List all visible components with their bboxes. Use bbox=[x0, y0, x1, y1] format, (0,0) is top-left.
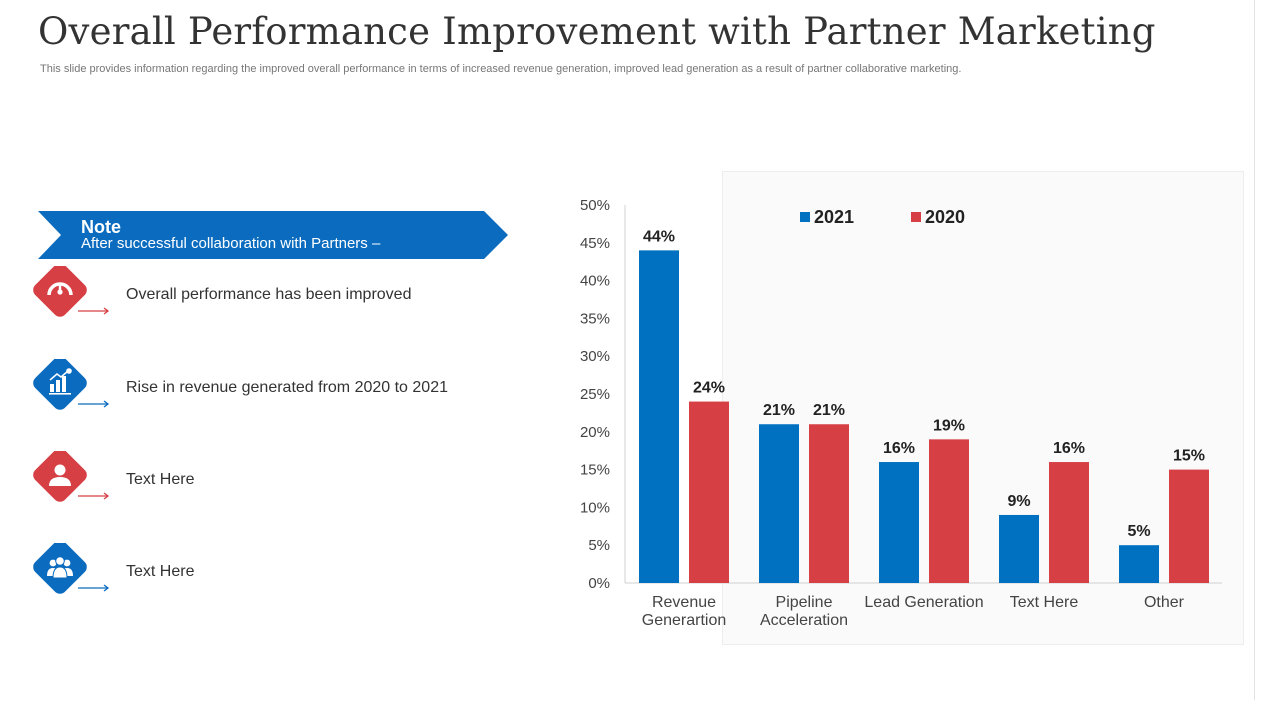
legend: 2021 2020 bbox=[800, 207, 965, 227]
note-title: Note bbox=[81, 217, 121, 237]
y-tick-label: 10% bbox=[580, 499, 610, 516]
feature-text: Overall performance has been improved bbox=[126, 286, 412, 303]
feature-item-performance: Overall performance has been improved bbox=[32, 266, 512, 326]
value-label: 5% bbox=[1127, 523, 1150, 540]
bar-2020-4 bbox=[1169, 469, 1209, 583]
x-axis-labels: Revenue Generartion Pipeline Acceleration Le… bbox=[642, 594, 1185, 629]
value-labels: 44% 21% 16% 9% 5% 24% 21% 19% 16% 15% bbox=[643, 228, 1205, 540]
feature-text: Text Here bbox=[126, 471, 195, 488]
x-tick-label: Other bbox=[1144, 594, 1185, 611]
slide-edge-divider bbox=[1254, 0, 1255, 700]
bar-2021-2 bbox=[879, 462, 919, 583]
bar-2021-0 bbox=[639, 250, 679, 584]
value-label: 44% bbox=[643, 228, 675, 245]
feature-item-text-1: Text Here bbox=[32, 451, 512, 511]
y-tick-label: 5% bbox=[588, 537, 610, 554]
note-text: After successful collaboration with Part… bbox=[81, 235, 381, 252]
value-label: 21% bbox=[763, 402, 795, 419]
feature-item-text-2: Text Here bbox=[32, 543, 512, 603]
speedometer-icon bbox=[33, 266, 110, 317]
value-label: 24% bbox=[693, 380, 725, 397]
legend-label-2020: 2020 bbox=[925, 207, 965, 227]
slide-subtitle: This slide provides information regardin… bbox=[40, 63, 962, 75]
legend-label-2021: 2021 bbox=[814, 207, 854, 227]
x-tick-label: Lead Generation bbox=[864, 594, 983, 611]
feature-text: Rise in revenue generated from 2020 to 2… bbox=[126, 379, 448, 396]
y-tick-label: 15% bbox=[580, 462, 610, 479]
bars bbox=[639, 250, 1209, 584]
value-label: 9% bbox=[1007, 493, 1030, 510]
note-banner: Note After successful collaboration with… bbox=[38, 211, 508, 259]
y-tick-label: 40% bbox=[580, 273, 610, 290]
bar-2020-2 bbox=[929, 439, 969, 583]
y-tick-label: 0% bbox=[588, 575, 610, 592]
y-tick-label: 50% bbox=[580, 197, 610, 214]
bar-2020-1 bbox=[809, 424, 849, 583]
user-icon bbox=[33, 451, 110, 502]
bar-2021-3 bbox=[999, 514, 1039, 583]
value-label: 15% bbox=[1173, 448, 1205, 465]
legend-swatch-2021 bbox=[800, 212, 810, 222]
team-icon bbox=[33, 543, 110, 594]
growth-chart-icon bbox=[33, 359, 110, 410]
value-label: 19% bbox=[933, 417, 965, 434]
note-banner-shape bbox=[38, 211, 508, 259]
y-tick-label: 35% bbox=[580, 310, 610, 327]
y-tick-label: 20% bbox=[580, 424, 610, 441]
legend-swatch-2020 bbox=[911, 212, 921, 222]
bar-2021-4 bbox=[1119, 545, 1159, 583]
feature-text: Text Here bbox=[126, 563, 195, 580]
bar-2021-1 bbox=[759, 424, 799, 583]
x-tick-label: Revenue Generartion bbox=[642, 594, 727, 629]
y-tick-label: 25% bbox=[580, 386, 610, 403]
value-label: 21% bbox=[813, 402, 845, 419]
y-tick-label: 45% bbox=[580, 235, 610, 252]
value-label: 16% bbox=[883, 440, 915, 457]
bar-2020-3 bbox=[1049, 462, 1089, 583]
x-tick-label: Pipeline Acceleration bbox=[760, 594, 848, 629]
slide-title: Overall Performance Improvement with Par… bbox=[38, 10, 1156, 53]
y-axis-ticks: 0% 5% 10% 15% 20% 25% 30% 35% 40% 45% 50% bbox=[580, 197, 610, 592]
feature-item-revenue: Rise in revenue generated from 2020 to 2… bbox=[32, 359, 512, 419]
bar-2020-0 bbox=[689, 401, 729, 583]
value-label: 16% bbox=[1053, 440, 1085, 457]
y-tick-label: 30% bbox=[580, 348, 610, 365]
x-tick-label: Text Here bbox=[1010, 594, 1079, 611]
